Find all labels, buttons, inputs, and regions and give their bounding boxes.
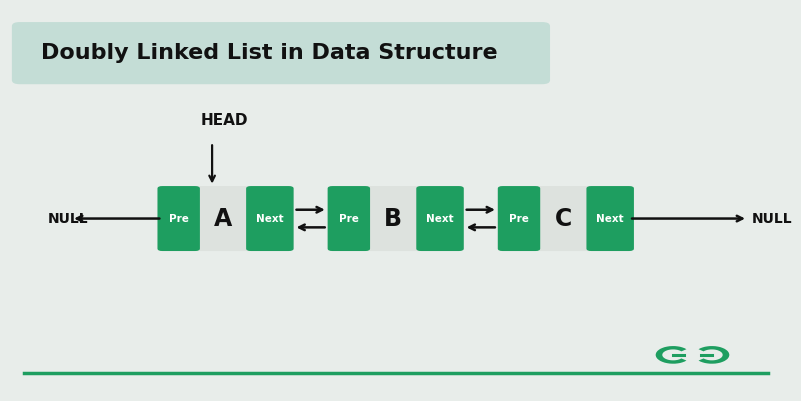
FancyBboxPatch shape — [497, 186, 634, 251]
Wedge shape — [698, 346, 729, 364]
Text: Next: Next — [426, 214, 454, 223]
FancyBboxPatch shape — [328, 186, 370, 251]
Text: C: C — [555, 207, 572, 231]
Text: NULL: NULL — [47, 212, 88, 225]
FancyBboxPatch shape — [246, 186, 294, 251]
Text: Next: Next — [597, 214, 624, 223]
Text: A: A — [214, 207, 232, 231]
Text: Pre: Pre — [509, 214, 529, 223]
FancyBboxPatch shape — [328, 186, 464, 251]
Text: Doubly Linked List in Data Structure: Doubly Linked List in Data Structure — [41, 43, 497, 63]
FancyBboxPatch shape — [497, 186, 540, 251]
Text: Pre: Pre — [169, 214, 189, 223]
Text: Next: Next — [256, 214, 284, 223]
Wedge shape — [656, 346, 686, 364]
FancyBboxPatch shape — [12, 22, 550, 84]
FancyBboxPatch shape — [417, 186, 464, 251]
FancyBboxPatch shape — [586, 186, 634, 251]
FancyBboxPatch shape — [158, 186, 200, 251]
Text: Pre: Pre — [339, 214, 359, 223]
Text: HEAD: HEAD — [200, 113, 248, 128]
Text: B: B — [384, 207, 402, 231]
Text: NULL: NULL — [752, 212, 792, 225]
FancyBboxPatch shape — [158, 186, 294, 251]
